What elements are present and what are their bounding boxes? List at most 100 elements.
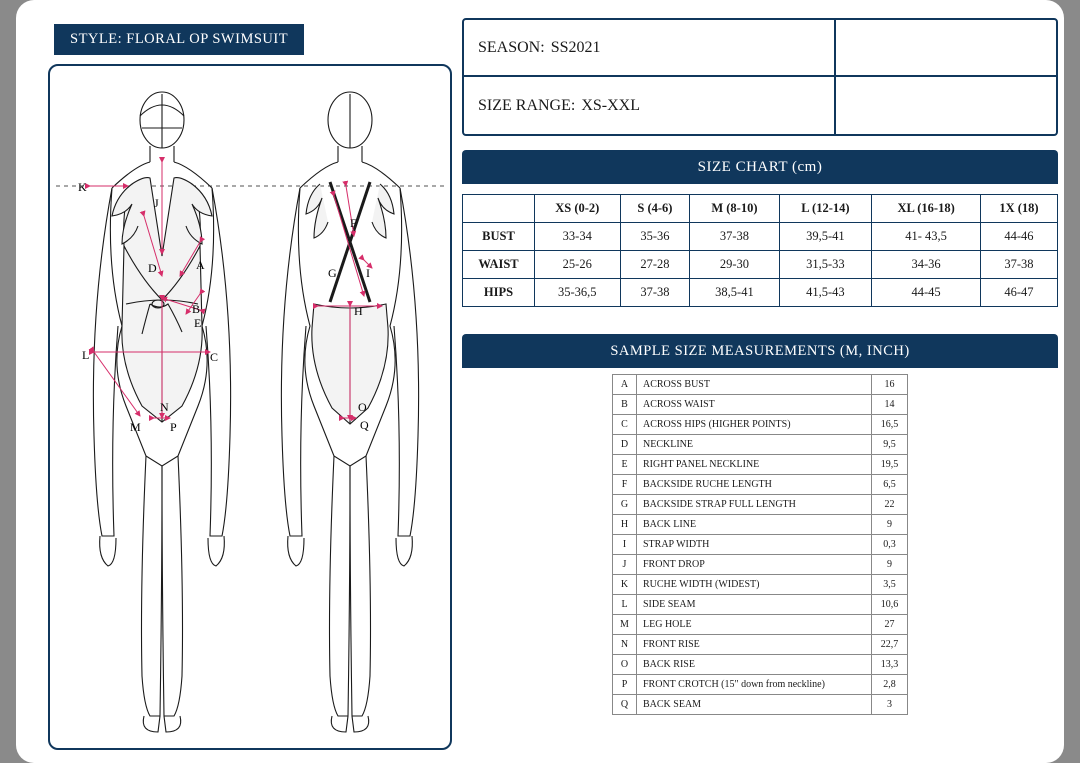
size-cell: 35-36 [620, 223, 690, 251]
sample-label: FRONT DROP [637, 555, 872, 575]
sample-value: 10,6 [872, 595, 908, 615]
sample-code: J [613, 555, 637, 575]
sample-label: BACK SEAM [637, 695, 872, 715]
season-label: SEASON: [478, 39, 545, 57]
spec-sheet: STYLE: FLORAL OP SWIMSUIT [16, 0, 1064, 763]
sample-code: K [613, 575, 637, 595]
diagram-point-label: O [358, 400, 367, 415]
size-cell: 37-38 [980, 251, 1057, 279]
diagram-point-label: Q [360, 418, 369, 433]
season-value: SS2021 [551, 39, 601, 57]
sample-label: BACK LINE [637, 515, 872, 535]
sample-value: 22 [872, 495, 908, 515]
size-cell: 41,5-43 [779, 279, 872, 307]
sample-code: P [613, 675, 637, 695]
info-box: SEASON: SS2021 SIZE RANGE: XS-XXL [462, 18, 1058, 136]
sample-row: OBACK RISE13,3 [613, 655, 908, 675]
sample-code: L [613, 595, 637, 615]
sample-value: 2,8 [872, 675, 908, 695]
diagram-point-label: N [160, 400, 169, 415]
info-blank-top [836, 20, 1056, 77]
diagram-point-label: P [170, 420, 177, 435]
info-blank-bottom [836, 77, 1056, 134]
sample-label: ACROSS HIPS (HIGHER POINTS) [637, 415, 872, 435]
size-cell: 39,5-41 [779, 223, 872, 251]
diagram-point-label: F [350, 216, 357, 231]
size-cell: 37-38 [620, 279, 690, 307]
size-cell: 41- 43,5 [872, 223, 981, 251]
size-cell: 38,5-41 [690, 279, 779, 307]
sample-code: N [613, 635, 637, 655]
size-cell: 44-46 [980, 223, 1057, 251]
sample-label: RIGHT PANEL NECKLINE [637, 455, 872, 475]
size-row-header: WAIST [463, 251, 535, 279]
sample-label: FRONT CROTCH (15" down from neckline) [637, 675, 872, 695]
diagram-point-label: I [366, 266, 370, 281]
diagram-point-label: H [354, 304, 363, 319]
size-cell: 31,5-33 [779, 251, 872, 279]
size-col-header: M (8-10) [690, 195, 779, 223]
size-col-header: L (12-14) [779, 195, 872, 223]
flat-drawing [50, 66, 454, 752]
sample-row: ISTRAP WIDTH0,3 [613, 535, 908, 555]
size-cell: 37-38 [690, 223, 779, 251]
sample-label: BACKSIDE RUCHE LENGTH [637, 475, 872, 495]
size-cell: 27-28 [620, 251, 690, 279]
style-tag: STYLE: FLORAL OP SWIMSUIT [54, 24, 304, 55]
sample-label: LEG HOLE [637, 615, 872, 635]
sample-row: FBACKSIDE RUCHE LENGTH6,5 [613, 475, 908, 495]
sample-value: 27 [872, 615, 908, 635]
diagram-point-label: E [194, 316, 201, 331]
sample-label: BACKSIDE STRAP FULL LENGTH [637, 495, 872, 515]
size-cell: 33-34 [535, 223, 621, 251]
sample-label: BACK RISE [637, 655, 872, 675]
diagram-point-label: D [148, 261, 157, 276]
sample-label: RUCHE WIDTH (WIDEST) [637, 575, 872, 595]
sample-row: QBACK SEAM3 [613, 695, 908, 715]
sample-row: ERIGHT PANEL NECKLINE19,5 [613, 455, 908, 475]
sample-value: 16,5 [872, 415, 908, 435]
size-col-header: 1X (18) [980, 195, 1057, 223]
sample-row: PFRONT CROTCH (15" down from neckline)2,… [613, 675, 908, 695]
sample-code: H [613, 515, 637, 535]
size-cell: 25-26 [535, 251, 621, 279]
sample-code: B [613, 395, 637, 415]
sample-row: CACROSS HIPS (HIGHER POINTS)16,5 [613, 415, 908, 435]
sample-row: AACROSS BUST16 [613, 375, 908, 395]
sample-label: NECKLINE [637, 435, 872, 455]
size-col-header: XS (0-2) [535, 195, 621, 223]
sample-row: HBACK LINE9 [613, 515, 908, 535]
sample-header: SAMPLE SIZE MEASUREMENTS (M, INCH) [462, 334, 1058, 368]
sample-value: 22,7 [872, 635, 908, 655]
figure-panel: KJDABELCNMPFGIHOQ [48, 64, 452, 750]
diagram-point-label: M [130, 420, 141, 435]
diagram-point-label: J [154, 196, 159, 211]
sample-row: MLEG HOLE27 [613, 615, 908, 635]
sample-value: 16 [872, 375, 908, 395]
sample-value: 13,3 [872, 655, 908, 675]
diagram-point-label: L [82, 348, 89, 363]
sample-row: KRUCHE WIDTH (WIDEST)3,5 [613, 575, 908, 595]
sample-value: 14 [872, 395, 908, 415]
sample-label: SIDE SEAM [637, 595, 872, 615]
sample-value: 3 [872, 695, 908, 715]
diagram-point-label: K [78, 180, 87, 195]
size-cell: 34-36 [872, 251, 981, 279]
sample-label: ACROSS BUST [637, 375, 872, 395]
sample-code: M [613, 615, 637, 635]
sample-row: NFRONT RISE22,7 [613, 635, 908, 655]
sample-value: 9 [872, 515, 908, 535]
sample-value: 9 [872, 555, 908, 575]
sample-code: E [613, 455, 637, 475]
size-cell: 29-30 [690, 251, 779, 279]
sample-code: F [613, 475, 637, 495]
sample-code: C [613, 415, 637, 435]
range-value: XS-XXL [581, 97, 640, 115]
sample-value: 19,5 [872, 455, 908, 475]
size-chart-header: SIZE CHART (cm) [462, 150, 1058, 184]
sample-value: 9,5 [872, 435, 908, 455]
size-cell: 44-45 [872, 279, 981, 307]
size-cell: 46-47 [980, 279, 1057, 307]
sample-code: A [613, 375, 637, 395]
sample-value: 6,5 [872, 475, 908, 495]
